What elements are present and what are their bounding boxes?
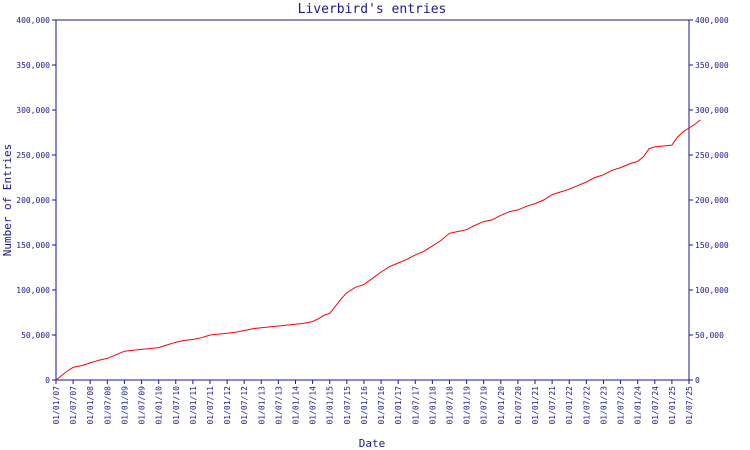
y-tick-label-left: 300,000: [16, 106, 50, 115]
y-tick-label-right: 350,000: [695, 61, 729, 70]
x-tick-label: 01/07/11: [206, 386, 215, 425]
x-tick-label: 01/01/11: [189, 386, 198, 425]
y-tick-label-left: 350,000: [16, 61, 50, 70]
x-tick-label: 01/01/22: [565, 386, 574, 425]
x-tick-label: 01/07/16: [377, 386, 386, 425]
x-tick-label: 01/07/09: [138, 386, 147, 425]
y-tick-label-right: 150,000: [695, 241, 729, 250]
x-tick-label: 01/07/24: [651, 386, 660, 425]
x-tick-label: 01/07/08: [103, 386, 112, 425]
x-tick-label: 01/01/12: [223, 386, 232, 425]
x-tick-label: 01/07/13: [274, 386, 283, 425]
x-tick-label: 01/07/25: [685, 386, 694, 425]
y-tick-label-right: 300,000: [695, 106, 729, 115]
x-tick-label: 01/01/16: [360, 386, 369, 425]
y-tick-label-right: 200,000: [695, 196, 729, 205]
y-tick-label-left: 400,000: [16, 16, 50, 25]
x-tick-label: 01/01/23: [599, 386, 608, 425]
x-tick-label: 01/01/19: [463, 386, 472, 425]
x-tick-label: 01/01/17: [394, 386, 403, 425]
y-tick-label-right: 400,000: [695, 16, 729, 25]
x-tick-label: 01/01/20: [497, 386, 506, 425]
x-tick-label: 01/01/10: [155, 386, 164, 425]
x-tick-label: 01/07/20: [514, 386, 523, 425]
y-tick-label-left: 150,000: [16, 241, 50, 250]
y-tick-label-right: 100,000: [695, 286, 729, 295]
x-tick-label: 01/01/18: [428, 386, 437, 425]
y-tick-label-right: 0: [695, 376, 700, 385]
y-tick-label-left: 200,000: [16, 196, 50, 205]
x-axis-label: Date: [359, 437, 386, 450]
chart-title: Liverbird's entries: [298, 2, 447, 17]
x-tick-label: 01/07/15: [343, 386, 352, 425]
x-tick-label: 01/07/21: [548, 386, 557, 425]
y-tick-label-left: 50,000: [21, 331, 50, 340]
x-tick-label: 01/07/17: [411, 386, 420, 425]
x-tick-label: 01/01/15: [326, 386, 335, 425]
y-tick-label-left: 100,000: [16, 286, 50, 295]
x-tick-label: 01/07/18: [445, 386, 454, 425]
y-tick-label-right: 50,000: [695, 331, 724, 340]
x-tick-label: 01/01/09: [120, 386, 129, 425]
x-tick-label: 01/01/24: [634, 386, 643, 425]
y-tick-label-right: 250,000: [695, 151, 729, 160]
series-line-entries: [55, 119, 701, 381]
x-tick-label: 01/07/12: [240, 386, 249, 425]
y-axis-label: Number of Entries: [1, 144, 14, 257]
y-tick-label-left: 0: [45, 376, 50, 385]
x-tick-label: 01/01/13: [257, 386, 266, 425]
y-tick-label-left: 250,000: [16, 151, 50, 160]
x-tick-label: 01/07/10: [172, 386, 181, 425]
x-tick-label: 01/07/07: [69, 386, 78, 425]
x-tick-label: 01/01/25: [668, 386, 677, 425]
x-tick-label: 01/01/07: [52, 386, 61, 425]
x-tick-label: 01/07/23: [617, 386, 626, 425]
x-tick-label: 01/01/21: [531, 386, 540, 425]
x-tick-label: 01/01/14: [292, 386, 301, 425]
plot-area-frame: [55, 19, 690, 381]
x-tick-label: 01/07/19: [480, 386, 489, 425]
x-tick-label: 01/07/22: [582, 386, 591, 425]
x-tick-label: 01/07/14: [309, 386, 318, 425]
x-tick-label: 01/01/08: [86, 386, 95, 425]
